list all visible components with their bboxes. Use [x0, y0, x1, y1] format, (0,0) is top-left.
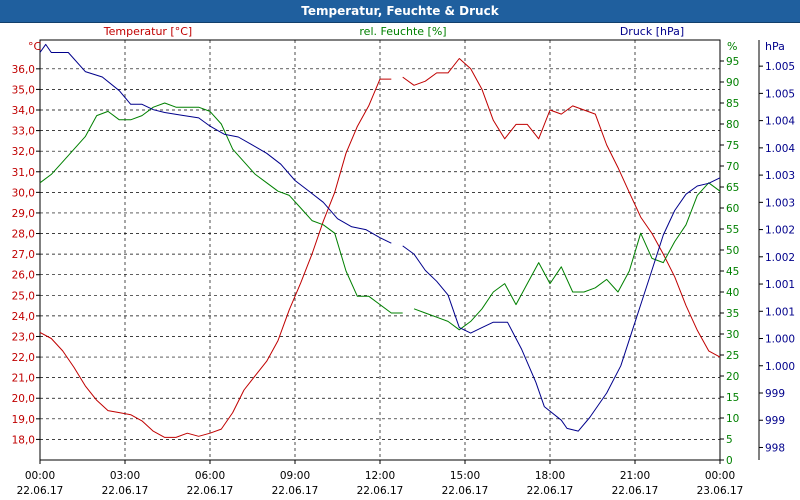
temperature-tick-label: 34,0 — [12, 105, 35, 117]
pressure-axis-label: Druck [hPa] — [620, 25, 684, 38]
pressure-tick-label: 1.003 — [765, 197, 795, 209]
temperature-tick-label: 26,0 — [12, 270, 35, 282]
humidity-tick-label: 0 — [726, 455, 733, 467]
humidity-tick-label: 25 — [726, 350, 739, 362]
pressure-tick-label: 999 — [765, 388, 785, 400]
humidity-tick-label: 55 — [726, 224, 739, 236]
humidity-series-line — [413, 182, 721, 331]
temperature-series-line — [402, 58, 721, 358]
pressure-ticks: 998 999 999 1.000 1.000 1.001 1.001 1.002 1.002 1… — [758, 40, 795, 460]
temperature-tick-label: 24,0 — [12, 311, 35, 323]
humidity-tick-label: 85 — [726, 98, 739, 110]
x-tick-date: 22.06.17 — [272, 485, 319, 497]
x-tick-date: 22.06.17 — [187, 485, 234, 497]
pressure-tick-label: 1.002 — [765, 225, 795, 237]
grid-lines — [40, 40, 720, 460]
x-tick-date: 22.06.17 — [17, 485, 64, 497]
humidity-tick-label: 40 — [726, 287, 739, 299]
x-tick-date: 22.06.17 — [527, 485, 574, 497]
humidity-tick-label: 65 — [726, 182, 739, 194]
series-lines — [39, 43, 721, 438]
pressure-tick-label: 1.005 — [765, 88, 795, 100]
x-tick-time: 06:00 — [195, 470, 225, 482]
x-tick-time: 21:00 — [620, 470, 650, 482]
humidity-tick-label: 90 — [726, 77, 739, 89]
x-tick-time: 03:00 — [110, 470, 140, 482]
temperature-tick-label: 19,0 — [12, 414, 35, 426]
x-tick-date: 23.06.17 — [697, 485, 744, 497]
pressure-tick-label: 1.001 — [765, 306, 795, 318]
temperature-ticks: 18,0 19,0 20,0 21,0 22,0 23,0 24,0 25,0 26,0 27,0… — [12, 64, 40, 446]
temperature-tick-label: 22,0 — [12, 352, 35, 364]
x-tick-time: 12:00 — [365, 470, 395, 482]
x-tick-time: 00:00 — [705, 470, 735, 482]
pressure-tick-label: 1.004 — [765, 116, 795, 128]
x-axis-ticks: 00:00 22.06.17 03:00 22.06.17 06:00 22.06.17 0… — [17, 460, 744, 497]
chart-title: Temperatur, Feuchte & Druck — [301, 4, 499, 18]
pressure-tick-label: 1.000 — [765, 334, 795, 346]
temperature-tick-label: 18,0 — [12, 434, 35, 446]
humidity-tick-label: 80 — [726, 119, 739, 131]
pressure-tick-label: 998 — [765, 442, 785, 454]
x-tick-time: 00:00 — [25, 470, 55, 482]
x-tick-date: 22.06.17 — [102, 485, 149, 497]
humidity-unit: % — [727, 40, 737, 53]
humidity-tick-label: 45 — [726, 266, 739, 278]
x-tick-time: 09:00 — [280, 470, 310, 482]
x-tick-date: 22.06.17 — [442, 485, 489, 497]
humidity-tick-label: 60 — [726, 203, 739, 215]
temperature-tick-label: 28,0 — [12, 229, 35, 241]
pressure-tick-label: 1.005 — [765, 61, 795, 73]
temperature-unit: °C — [28, 40, 42, 53]
pressure-series-line — [39, 43, 392, 244]
pressure-series-line — [402, 177, 721, 432]
temperature-tick-label: 33,0 — [12, 126, 35, 138]
humidity-tick-label: 70 — [726, 161, 739, 173]
humidity-tick-label: 15 — [726, 392, 739, 404]
humidity-series-line — [39, 102, 403, 314]
temperature-tick-label: 32,0 — [12, 146, 35, 158]
humidity-tick-label: 75 — [726, 140, 739, 152]
pressure-unit: hPa — [765, 40, 785, 53]
temperature-tick-label: 31,0 — [12, 167, 35, 179]
pressure-tick-label: 1.000 — [765, 361, 795, 373]
pressure-tick-label: 999 — [765, 415, 785, 427]
humidity-tick-label: 30 — [726, 329, 739, 341]
pressure-tick-label: 1.002 — [765, 252, 795, 264]
temperature-tick-label: 27,0 — [12, 249, 35, 261]
temperature-tick-label: 30,0 — [12, 187, 35, 199]
temperature-series-line — [39, 78, 392, 438]
humidity-tick-label: 50 — [726, 245, 739, 257]
humidity-tick-label: 10 — [726, 413, 739, 425]
temperature-tick-label: 29,0 — [12, 208, 35, 220]
humidity-tick-label: 35 — [726, 308, 739, 320]
temperature-axis-label: Temperatur [°C] — [103, 25, 192, 38]
title-bar: Temperatur, Feuchte & Druck — [0, 0, 800, 23]
humidity-tick-label: 5 — [726, 434, 733, 446]
pressure-tick-label: 1.003 — [765, 170, 795, 182]
humidity-axis-label: rel. Feuchte [%] — [359, 25, 446, 38]
x-tick-date: 22.06.17 — [612, 485, 659, 497]
temperature-tick-label: 20,0 — [12, 393, 35, 405]
x-tick-time: 18:00 — [535, 470, 565, 482]
x-tick-date: 22.06.17 — [357, 485, 404, 497]
humidity-tick-label: 95 — [726, 56, 739, 68]
humidity-tick-label: 20 — [726, 371, 739, 383]
temperature-tick-label: 21,0 — [12, 373, 35, 385]
temperature-tick-label: 35,0 — [12, 84, 35, 96]
pressure-tick-label: 1.004 — [765, 143, 795, 155]
temperature-tick-label: 36,0 — [12, 64, 35, 76]
humidity-ticks: 0 5 10 15 20 25 30 35 40 45 50 55 60 65 70 75 80 85 90 95 — [720, 56, 739, 467]
temperature-tick-label: 23,0 — [12, 331, 35, 343]
temperature-tick-label: 25,0 — [12, 290, 35, 302]
pressure-tick-label: 1.001 — [765, 279, 795, 291]
x-tick-time: 15:00 — [450, 470, 480, 482]
